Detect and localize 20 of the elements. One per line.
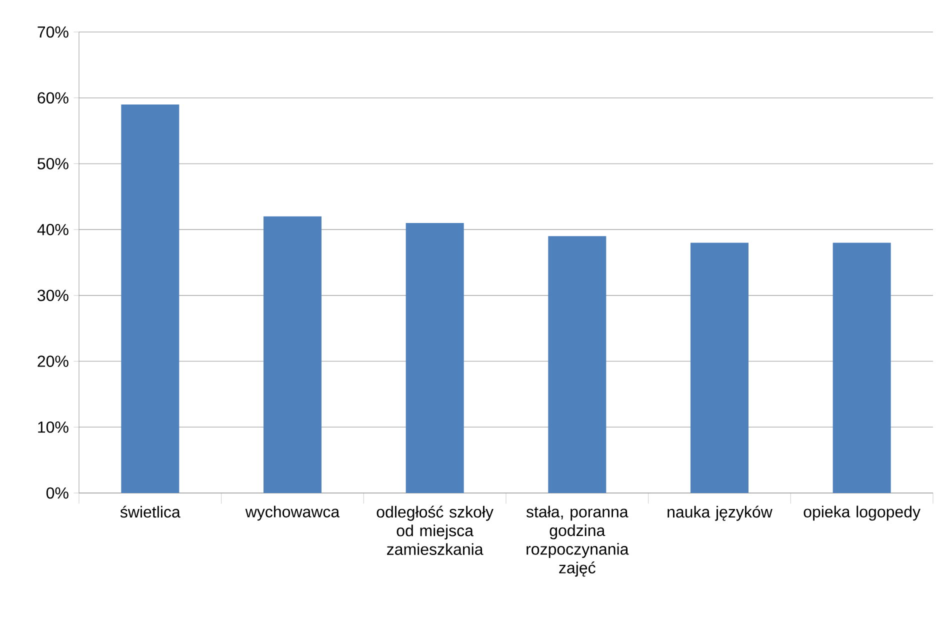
bar bbox=[832, 242, 891, 493]
bar bbox=[548, 236, 606, 493]
y-tick-label: 0% bbox=[46, 487, 68, 499]
y-tick-label: 30% bbox=[38, 290, 68, 302]
x-tick-label: świetlica bbox=[120, 506, 180, 518]
y-tick-label: 60% bbox=[38, 92, 68, 104]
bar bbox=[406, 222, 464, 493]
x-tick-label: stała, poranna godzina rozpoczynania zajęć bbox=[526, 506, 629, 577]
y-tick-label: 50% bbox=[38, 158, 68, 170]
y-tick-label: 20% bbox=[38, 356, 68, 367]
x-tick-label: odległość szkoły od miejsca zamieszkania bbox=[376, 506, 494, 555]
x-tick-label: opieka logopedy bbox=[804, 506, 920, 521]
bar bbox=[264, 216, 322, 493]
x-tick-label: nauka języków bbox=[668, 506, 772, 521]
y-tick-label: 10% bbox=[38, 421, 68, 433]
bar bbox=[121, 104, 180, 493]
x-tick-label: wychowawca bbox=[245, 506, 340, 521]
y-tick-label: 70% bbox=[38, 26, 68, 38]
bar bbox=[690, 242, 748, 493]
y-tick-label: 40% bbox=[37, 224, 68, 236]
